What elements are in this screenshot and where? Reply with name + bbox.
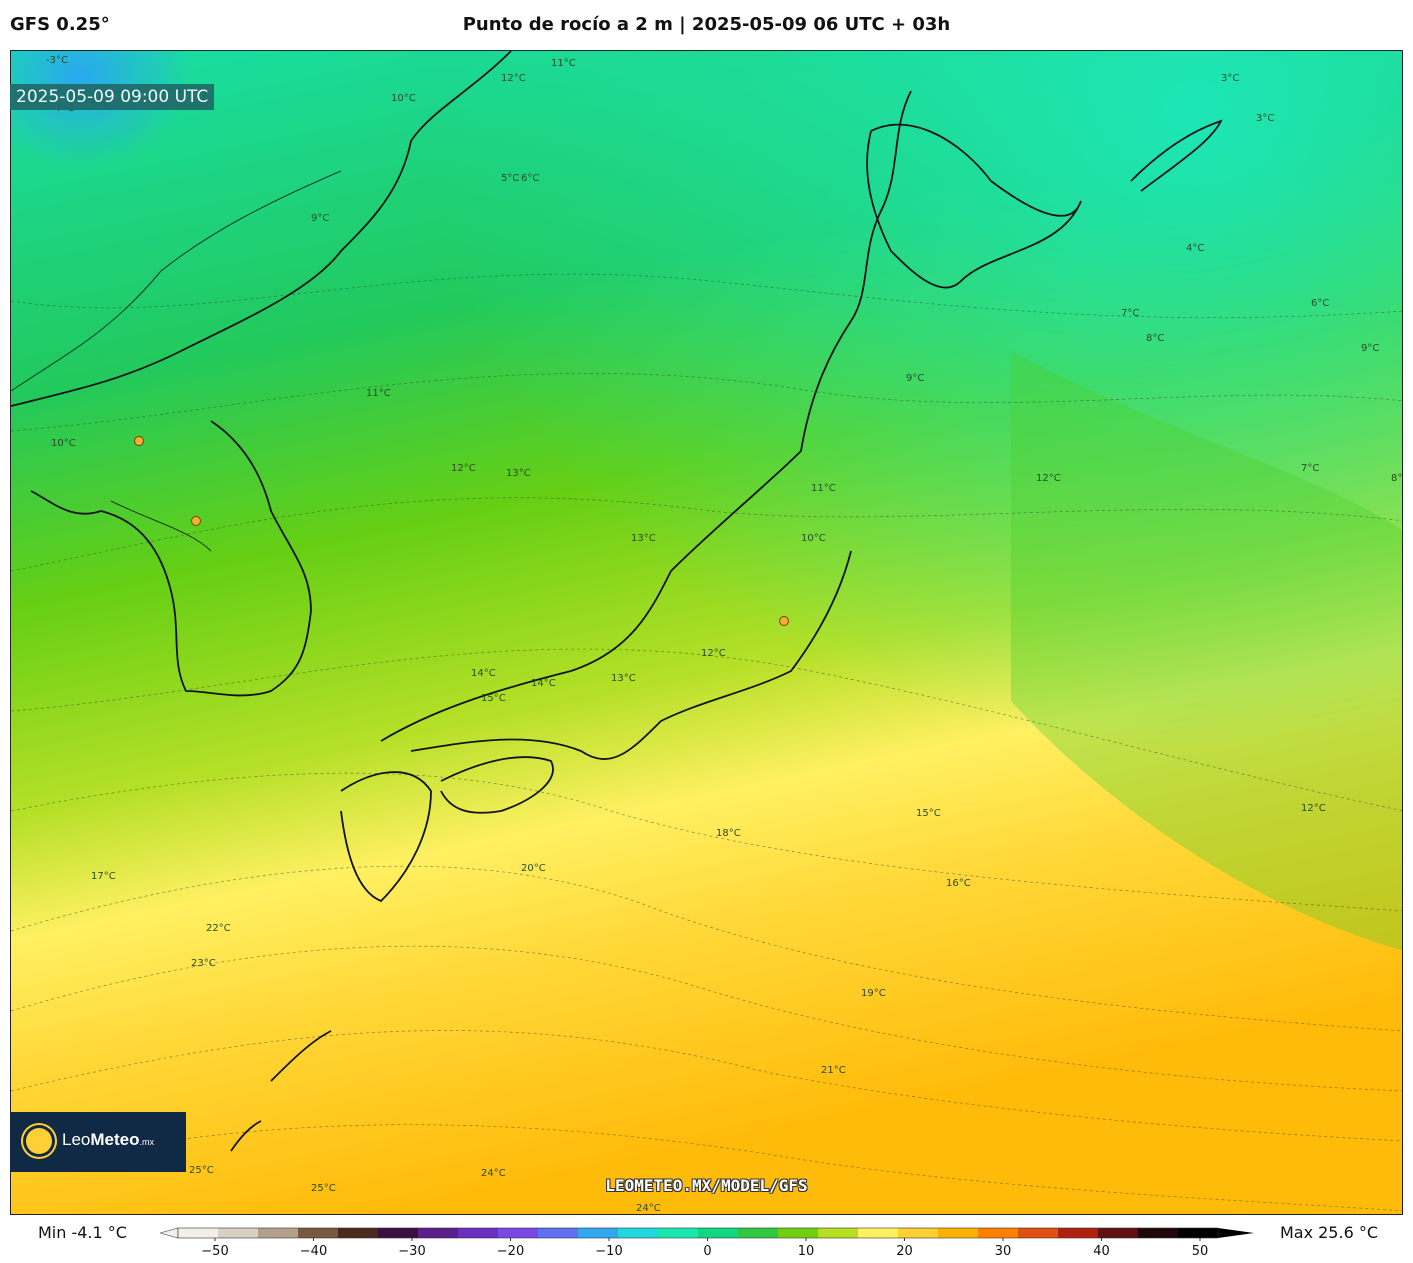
contour-label: 7°C — [1121, 308, 1139, 319]
colorbar-swatch — [218, 1228, 259, 1238]
colorbar-swatch — [938, 1228, 979, 1238]
contour-label: 12°C — [501, 73, 526, 84]
colorbar-tick-label: 30 — [995, 1244, 1012, 1259]
contour-label: 3°C — [1221, 73, 1239, 84]
colorbar-tick-label: 10 — [798, 1244, 815, 1259]
colorbar-tick-label: −10 — [595, 1244, 622, 1259]
logo-text: LeoMeteo.mx — [62, 1130, 154, 1149]
contour-label: 6°C — [521, 173, 539, 184]
colorbar-swatch — [1058, 1228, 1099, 1238]
contour-label: 22°C — [206, 923, 231, 934]
colorbar-swatch — [1138, 1228, 1179, 1238]
colorbar-swatch — [658, 1228, 699, 1238]
colorbar-swatch — [738, 1228, 779, 1238]
contour-label: 6°C — [1311, 298, 1329, 309]
contour-label: 9°C — [906, 373, 924, 384]
leometeo-logo[interactable]: LeoMeteo.mx — [10, 1112, 186, 1172]
contour-label: 10°C — [801, 533, 826, 544]
colorbar-swatch — [898, 1228, 939, 1238]
colorbar-swatch — [618, 1228, 659, 1238]
colorbar: −50 −40 −30 −20 −10 0 10 20 30 40 50 — [160, 1227, 1254, 1259]
colorbar-swatch — [178, 1228, 219, 1238]
contour-label: 13°C — [631, 533, 656, 544]
min-value-label: Min -4.1 °C — [38, 1223, 127, 1242]
colorbar-swatch — [858, 1228, 899, 1238]
dewpoint-field: -3°C3°C3°C10°C11°C12°C7°C8°C9°C5°C6°C4°C… — [11, 51, 1403, 1214]
colorbar-tick-label: 20 — [896, 1244, 913, 1259]
contour-label: 9°C — [311, 213, 329, 224]
colorbar-swatch — [258, 1228, 299, 1238]
contour-label: 14°C — [471, 668, 496, 679]
colorbar-swatch — [378, 1228, 419, 1238]
colorbar-swatch — [978, 1228, 1019, 1238]
colorbar-swatch — [498, 1228, 539, 1238]
contour-label: 18°C — [716, 828, 741, 839]
city-marker — [134, 436, 144, 446]
contour-label: 20°C — [521, 863, 546, 874]
contour-label: 4°C — [1186, 243, 1204, 254]
contour-label: 12°C — [1301, 803, 1326, 814]
colorbar-swatch — [538, 1228, 579, 1238]
colorbar-swatch — [458, 1228, 499, 1238]
contour-label: 13°C — [611, 673, 636, 684]
chart-title: Punto de rocío a 2 m | 2025-05-09 06 UTC… — [462, 14, 951, 35]
colorbar-swatch — [698, 1228, 739, 1238]
contour-label: 15°C — [916, 808, 941, 819]
model-name: GFS 0.25° — [10, 14, 110, 35]
sun-icon — [26, 1128, 52, 1154]
contour-label: 8°C — [1146, 333, 1164, 344]
colorbar-swatch — [1018, 1228, 1059, 1238]
contour-label: 24°C — [636, 1203, 661, 1214]
source-watermark: LEOMETEO.MX/MODEL/GFS — [605, 1176, 808, 1195]
contour-label: 12°C — [451, 463, 476, 474]
contour-label: 15°C — [481, 693, 506, 704]
contour-label: 16°C — [946, 878, 971, 889]
contour-label: 7°C — [1301, 463, 1319, 474]
contour-label: 12°C — [1036, 473, 1061, 484]
max-value-label: Max 25.6 °C — [1279, 1223, 1378, 1242]
colorbar-min-extend — [160, 1227, 179, 1239]
contour-label: 21°C — [821, 1065, 846, 1076]
city-marker — [191, 516, 201, 526]
colorbar-swatch — [298, 1228, 339, 1238]
contour-label: 25°C — [311, 1183, 336, 1194]
colorbar-tick-label: −40 — [300, 1244, 327, 1259]
colorbar-swatch — [418, 1228, 459, 1238]
contour-label: 11°C — [551, 58, 576, 69]
contour-label: 14°C — [531, 678, 556, 689]
colorbar-swatch — [1178, 1228, 1219, 1238]
contour-label: 10°C — [391, 93, 416, 104]
contour-label: 24°C — [481, 1168, 506, 1179]
colorbar-tick-label: 40 — [1093, 1244, 1110, 1259]
colorbar-swatch — [578, 1228, 619, 1238]
contour-label: 9°C — [1361, 343, 1379, 354]
contour-label: 12°C — [701, 648, 726, 659]
colorbar-tick-label: 0 — [703, 1244, 711, 1259]
valid-time-badge: 2025-05-09 09:00 UTC — [10, 84, 215, 110]
contour-label: 11°C — [366, 388, 391, 399]
contour-label: 17°C — [91, 871, 116, 882]
dewpoint-map[interactable]: -3°C3°C3°C10°C11°C12°C7°C8°C9°C5°C6°C4°C… — [10, 50, 1403, 1215]
colorbar-swatch — [338, 1228, 379, 1238]
contour-label: 13°C — [506, 468, 531, 479]
colorbar-max-extend — [1218, 1228, 1254, 1238]
contour-label: 11°C — [811, 483, 836, 494]
colorbar-swatch — [818, 1228, 859, 1238]
city-marker — [779, 616, 789, 626]
colorbar-tick-label: −50 — [201, 1244, 228, 1259]
contour-label: 5°C — [501, 173, 519, 184]
colorbar-tick-label: −20 — [497, 1244, 524, 1259]
contour-label: 23°C — [191, 958, 216, 969]
colorbar-tick-label: 50 — [1192, 1244, 1209, 1259]
contour-label: 19°C — [861, 988, 886, 999]
contour-label: -3°C — [46, 55, 68, 66]
colorbar-swatch — [778, 1228, 819, 1238]
contour-label: 10°C — [51, 438, 76, 449]
colorbar-swatch — [1098, 1228, 1139, 1238]
contour-label: 8°C — [1391, 473, 1403, 484]
colorbar-tick-label: −30 — [398, 1244, 425, 1259]
contour-label: 25°C — [189, 1165, 214, 1176]
contour-label: 3°C — [1256, 113, 1274, 124]
